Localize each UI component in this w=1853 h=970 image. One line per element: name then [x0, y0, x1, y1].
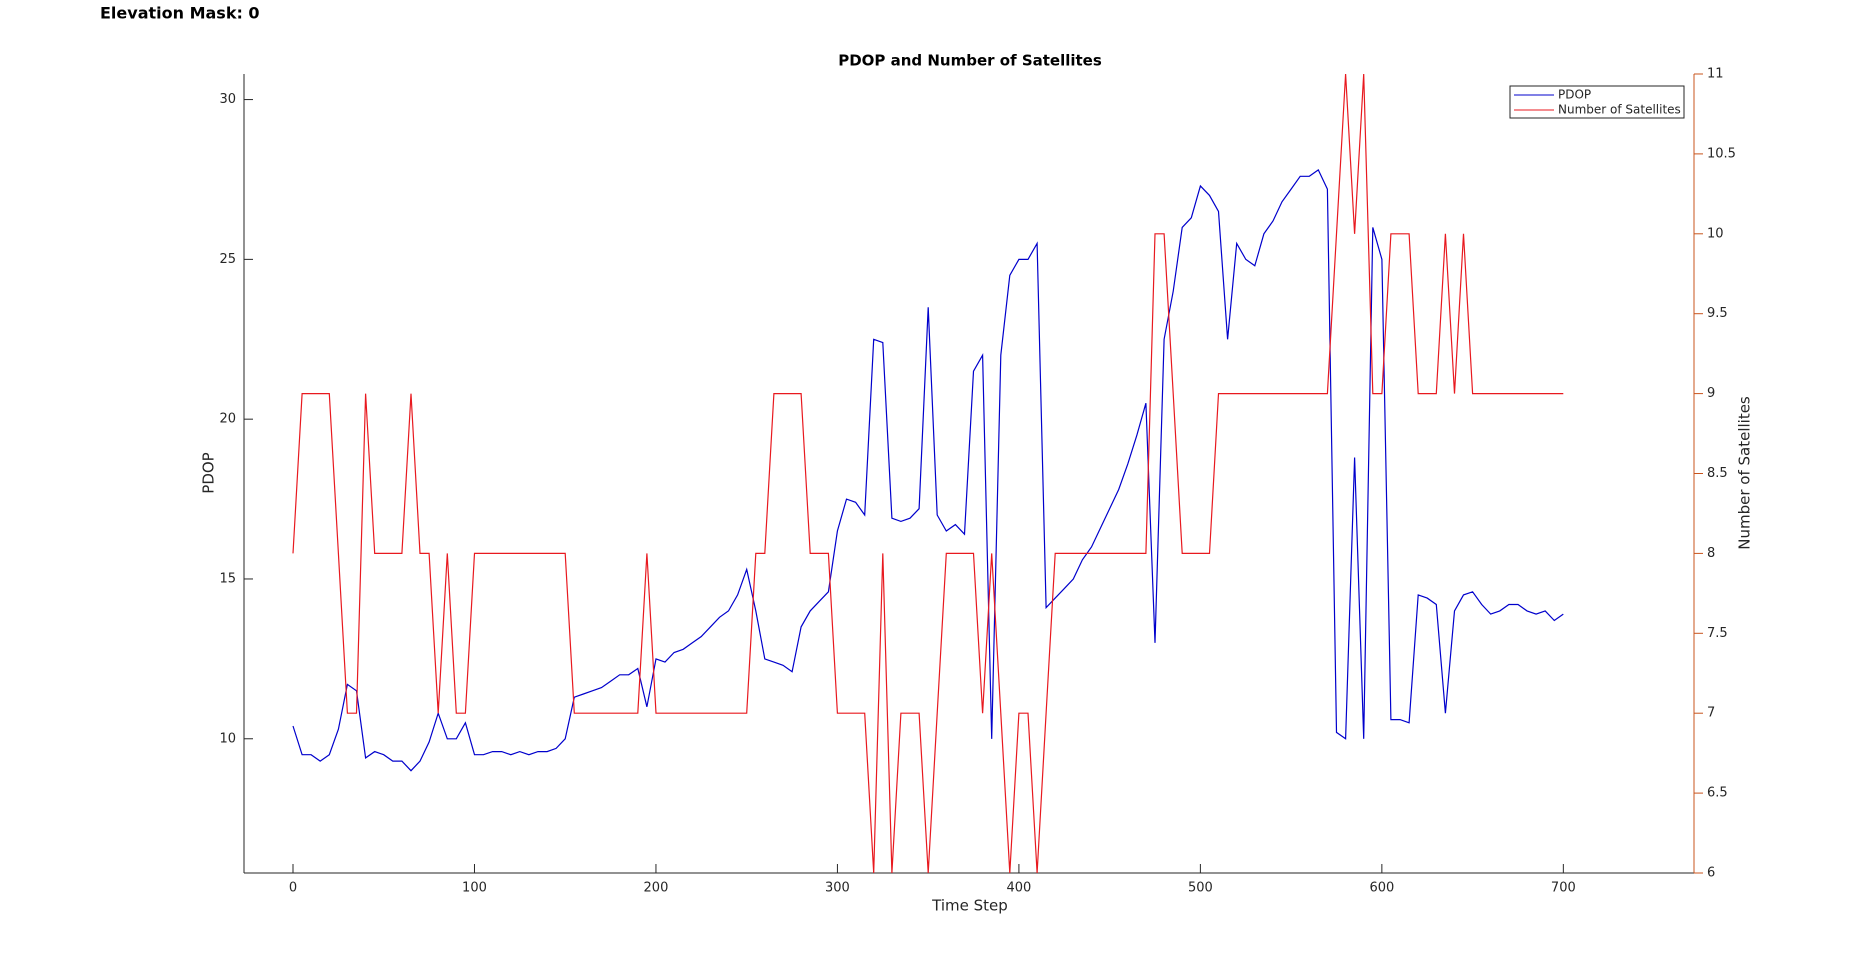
legend-label: PDOP: [1558, 88, 1591, 102]
y2-tick-label: 9: [1707, 386, 1715, 401]
y2-axis-label: Number of Satellites: [1736, 396, 1754, 550]
x-tick-label: 100: [462, 881, 487, 896]
y2-tick-label: 7.5: [1707, 626, 1728, 641]
x-tick-label: 0: [289, 881, 297, 896]
y-tick-label: 25: [219, 252, 236, 267]
legend-box: [1509, 85, 1685, 119]
y-tick-label: 30: [219, 92, 236, 107]
x-tick-label: 500: [1188, 881, 1213, 896]
y2-tick-label: 10: [1707, 226, 1724, 241]
x-tick-label: 400: [1006, 881, 1031, 896]
y2-tick-label: 6.5: [1707, 786, 1728, 801]
y2-tick-label: 8.5: [1707, 466, 1728, 481]
x-tick-label: 600: [1369, 881, 1394, 896]
y2-tick-label: 9.5: [1707, 306, 1728, 321]
series-line: [292, 73, 1564, 874]
page-title: Elevation Mask: 0: [100, 4, 260, 23]
y2-tick-label: 6: [1707, 866, 1715, 881]
legend-label: Number of Satellites: [1558, 103, 1681, 117]
y2-tick-label: 7: [1707, 706, 1715, 721]
y2-tick-label: 10.5: [1707, 146, 1736, 161]
y-tick-label: 15: [219, 571, 236, 586]
x-axis-label: Time Step: [931, 897, 1008, 915]
x-tick-label: 700: [1551, 881, 1576, 896]
chart-title: PDOP and Number of Satellites: [838, 52, 1102, 70]
x-tick-label: 200: [644, 881, 669, 896]
y-axis-label: PDOP: [200, 452, 218, 493]
x-tick-label: 300: [825, 881, 850, 896]
y-tick-label: 20: [219, 412, 236, 427]
y2-tick-label: 11: [1707, 67, 1724, 82]
y2-tick-label: 8: [1707, 546, 1715, 561]
series-line: [292, 168, 1564, 772]
y-tick-label: 10: [219, 731, 236, 746]
